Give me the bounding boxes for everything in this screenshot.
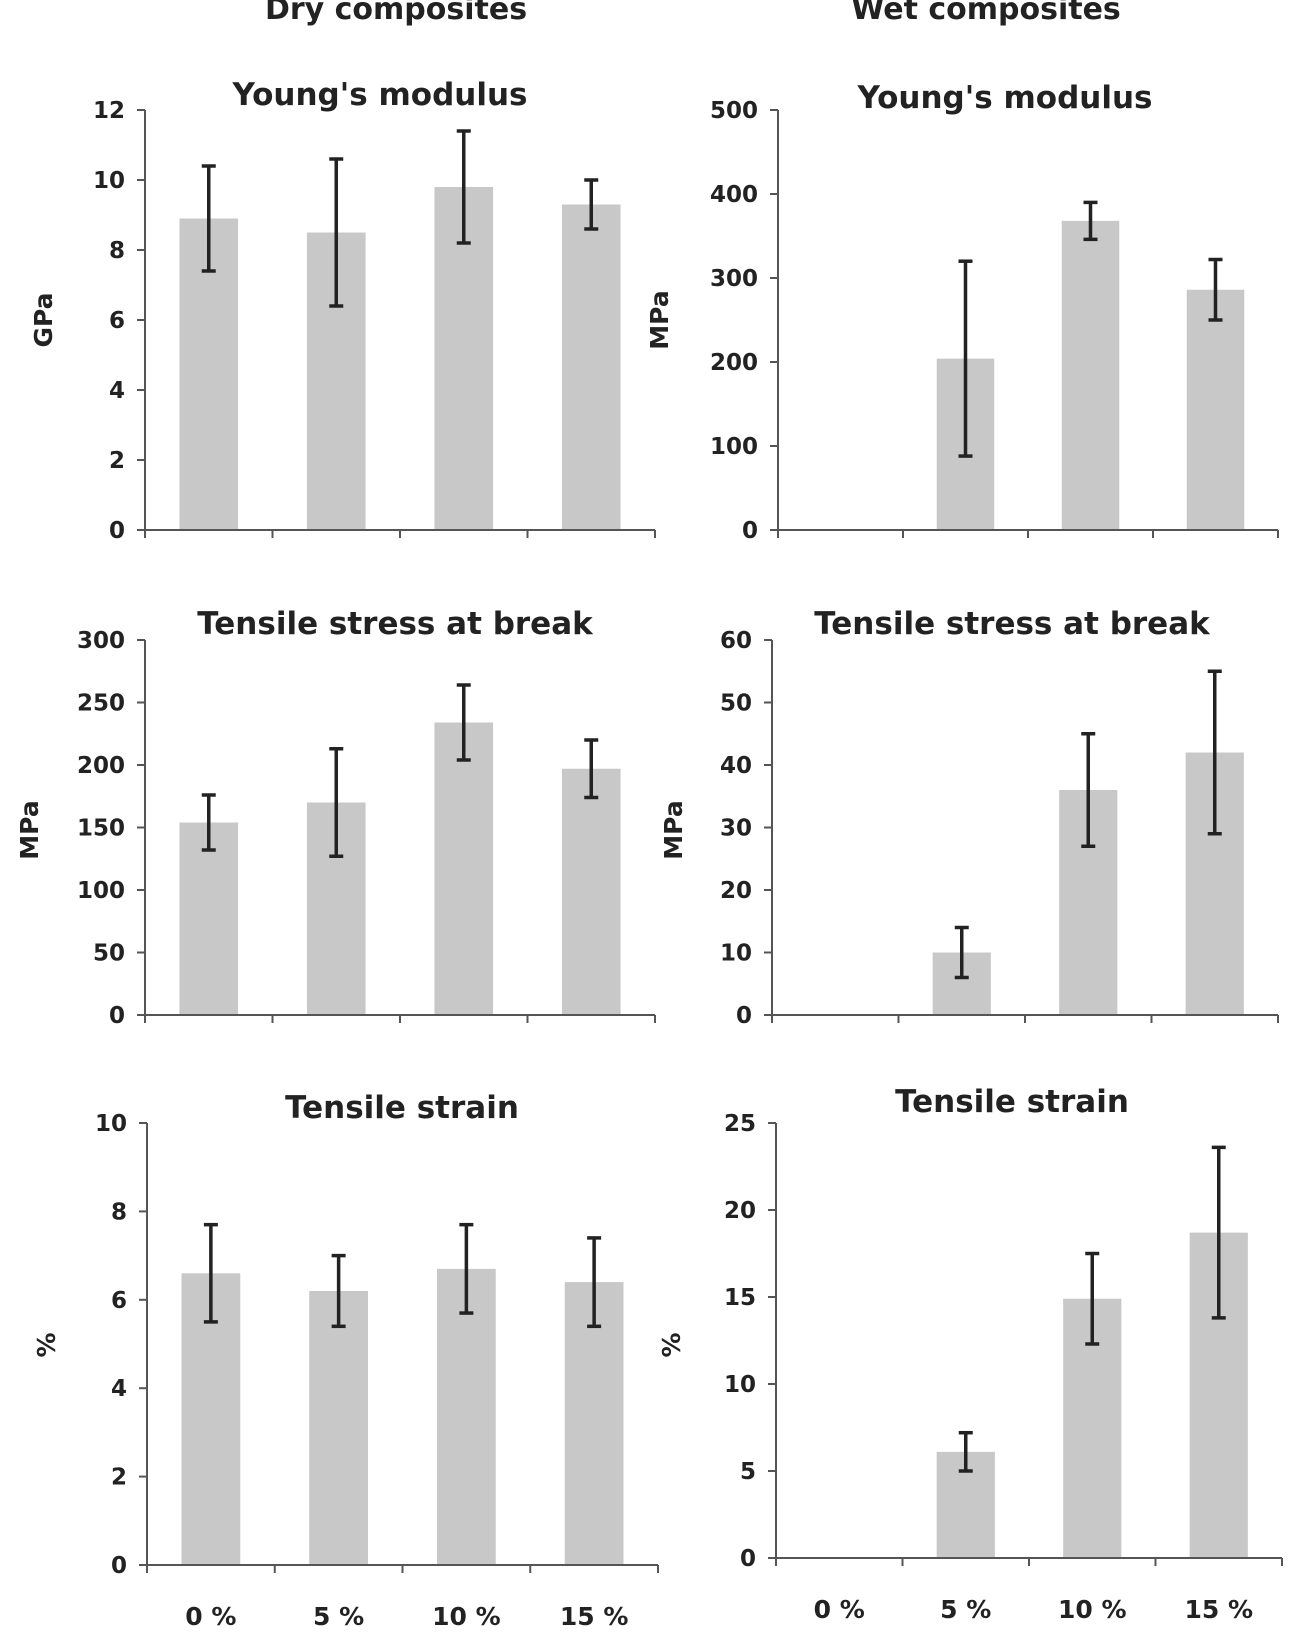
chart-title: Tensile stress at break: [197, 606, 594, 642]
y-tick-label: 200: [710, 350, 758, 376]
y-tick-label: 30: [720, 816, 752, 842]
y-tick-label: 4: [111, 1376, 127, 1402]
x-category-label: 15 %: [1184, 1595, 1253, 1624]
y-tick-label: 8: [111, 1199, 127, 1225]
wet-column-title: Wet composites: [851, 0, 1121, 27]
y-tick-label: 20: [724, 1198, 756, 1224]
bar: [1061, 220, 1120, 530]
error-bar: [1081, 732, 1096, 848]
y-tick-label: 50: [720, 691, 752, 717]
y-tick-label: 6: [109, 308, 125, 334]
y-axis-label: GPa: [29, 292, 58, 347]
error-bar: [1083, 200, 1098, 242]
error-bar: [203, 1222, 218, 1324]
y-tick-label: 400: [710, 182, 758, 208]
y-tick-label: 500: [710, 98, 758, 124]
error-bar: [954, 925, 969, 980]
chart-title: Tensile stress at break: [814, 606, 1211, 642]
y-tick-label: 0: [109, 518, 125, 544]
y-tick-label: 40: [720, 753, 752, 779]
bar: [436, 1268, 496, 1565]
y-tick-label: 150: [77, 816, 125, 842]
error-bar: [329, 157, 344, 308]
bar: [561, 204, 621, 530]
error-bar: [201, 164, 216, 273]
bar: [434, 722, 494, 1015]
x-category-label: 0 %: [814, 1595, 865, 1624]
y-tick-label: 100: [77, 878, 125, 904]
y-tick-label: 15: [724, 1285, 756, 1311]
error-bar: [331, 1253, 346, 1329]
y-tick-label: 300: [710, 266, 758, 292]
error-bar: [587, 1236, 602, 1329]
y-tick-label: 8: [109, 238, 125, 264]
y-tick-label: 2: [109, 448, 125, 474]
y-axis-label: MPa: [659, 800, 688, 859]
y-axis-label: MPa: [15, 800, 44, 859]
y-axis-label: MPa: [645, 290, 674, 349]
error-bar: [1207, 669, 1222, 836]
bar: [179, 822, 239, 1015]
chart-title: Young's modulus: [857, 80, 1153, 116]
error-bar: [584, 178, 599, 231]
bar: [1186, 289, 1245, 530]
y-tick-label: 0: [111, 1553, 127, 1579]
y-tick-label: 300: [77, 628, 125, 654]
error-bar: [958, 259, 973, 458]
y-tick-label: 10: [95, 1111, 127, 1137]
x-category-label: 15 %: [560, 1602, 629, 1631]
y-tick-label: 6: [111, 1288, 127, 1314]
dry-column-title: Dry composites: [264, 0, 528, 27]
chart-title: Tensile strain: [895, 1084, 1129, 1120]
x-category-label: 10 %: [1058, 1595, 1127, 1624]
chart-title: Young's modulus: [232, 77, 528, 113]
error-bar: [1211, 1145, 1226, 1320]
error-bar: [1085, 1251, 1100, 1346]
error-bar: [456, 129, 471, 245]
y-axis-label: %: [32, 1332, 61, 1357]
bar: [561, 768, 621, 1015]
chart-title: Tensile strain: [285, 1090, 519, 1126]
x-category-label: 5 %: [940, 1595, 991, 1624]
bar: [564, 1282, 624, 1565]
y-tick-label: 0: [742, 518, 758, 544]
y-tick-label: 5: [740, 1459, 756, 1485]
y-tick-label: 20: [720, 878, 752, 904]
x-category-label: 10 %: [432, 1602, 501, 1631]
y-tick-label: 4: [109, 378, 125, 404]
x-category-label: 0 %: [185, 1602, 236, 1631]
y-tick-label: 2: [111, 1465, 127, 1491]
bar: [309, 1290, 369, 1565]
y-tick-label: 10: [720, 941, 752, 967]
y-tick-label: 200: [77, 753, 125, 779]
y-tick-label: 50: [93, 941, 125, 967]
error-bar: [201, 793, 216, 852]
y-tick-label: 10: [93, 168, 125, 194]
y-axis-label: %: [657, 1332, 686, 1357]
y-tick-label: 25: [724, 1111, 756, 1137]
error-bar: [329, 747, 344, 858]
y-tick-label: 0: [740, 1546, 756, 1572]
error-bar: [459, 1222, 474, 1315]
y-tick-label: 10: [724, 1372, 756, 1398]
error-bar: [1208, 257, 1223, 322]
y-tick-label: 12: [93, 98, 125, 124]
y-tick-label: 60: [720, 628, 752, 654]
y-tick-label: 250: [77, 691, 125, 717]
y-tick-label: 100: [710, 434, 758, 460]
error-bar: [584, 738, 599, 800]
x-category-label: 5 %: [313, 1602, 364, 1631]
error-bar: [958, 1430, 973, 1473]
y-tick-label: 0: [109, 1003, 125, 1029]
y-tick-label: 0: [736, 1003, 752, 1029]
error-bar: [456, 683, 471, 762]
